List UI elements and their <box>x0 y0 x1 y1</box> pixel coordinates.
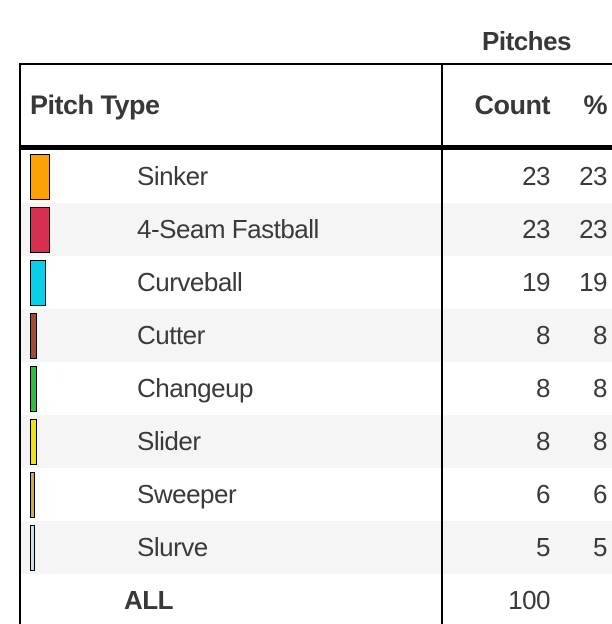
pitch-count-value: 100 <box>508 585 550 615</box>
pitch-type-label: Slurve <box>137 532 208 562</box>
pitch-type-label: Slider <box>137 426 201 456</box>
pitch-count-value: 6 <box>536 479 550 509</box>
pitch-color-swatch <box>30 206 50 253</box>
table-row: Sinker 23 23 <box>21 150 612 203</box>
pitch-pct-value: 8 <box>593 320 607 350</box>
table-body: Sinker 23 23 4-Seam Fastball 23 23 Curve… <box>21 150 612 624</box>
pitch-count-value: 8 <box>536 426 550 456</box>
pitch-pct-value: 5 <box>593 532 607 562</box>
pitch-count-value: 23 <box>522 161 550 191</box>
pitch-pct-value: 19 <box>579 267 607 297</box>
table-row: Changeup 8 8 <box>21 362 612 415</box>
pitch-count-value: 8 <box>536 373 550 403</box>
pitch-pct-value: 8 <box>593 373 607 403</box>
table-header-row: Pitch Type Count % <box>21 65 612 150</box>
pitch-type-label: 4-Seam Fastball <box>137 214 319 244</box>
pitch-color-swatch <box>30 259 47 306</box>
pitch-color-swatch <box>30 524 35 571</box>
table-row: Cutter 8 8 <box>21 309 612 362</box>
pitches-group-header: Pitches <box>482 26 572 56</box>
pitch-color-swatch <box>30 312 37 359</box>
col-header-pitch-type: Pitch Type <box>30 90 160 120</box>
pitch-pct-value: 23 <box>579 214 607 244</box>
pitch-color-swatch <box>30 418 37 465</box>
col-header-count: Count <box>474 90 551 120</box>
pitch-count-value: 23 <box>522 214 550 244</box>
col-header-pct: % <box>583 90 607 120</box>
pitch-pct-value: 23 <box>579 161 607 191</box>
column-divider <box>441 65 443 624</box>
pitch-type-label: Changeup <box>137 373 254 403</box>
table-row: Slider 8 8 <box>21 415 612 468</box>
pitch-count-value: 5 <box>536 532 550 562</box>
table-row: 4-Seam Fastball 23 23 <box>21 203 612 256</box>
pitch-count-value: 19 <box>522 267 550 297</box>
pitch-type-table: Pitch Type Count % Sinker 23 23 4-Seam F… <box>19 63 612 624</box>
pitch-count-value: 8 <box>536 320 550 350</box>
pitch-pct-value: 6 <box>593 479 607 509</box>
table-row: Curveball 19 19 <box>21 256 612 309</box>
pitch-type-label: Sweeper <box>137 479 237 509</box>
pitch-color-swatch <box>30 365 37 412</box>
table-row: Slurve 5 5 <box>21 521 612 574</box>
pitch-type-label: ALL <box>124 585 174 615</box>
pitch-color-swatch <box>30 153 50 200</box>
pitch-pct-value: 8 <box>593 426 607 456</box>
pitch-type-label: Cutter <box>137 320 205 350</box>
pitch-color-swatch <box>30 471 36 518</box>
table-row: Sweeper 6 6 <box>21 468 612 521</box>
pitch-type-label: Curveball <box>137 267 243 297</box>
table-row: ALL 100 <box>21 574 612 624</box>
pitch-type-label: Sinker <box>137 161 208 191</box>
